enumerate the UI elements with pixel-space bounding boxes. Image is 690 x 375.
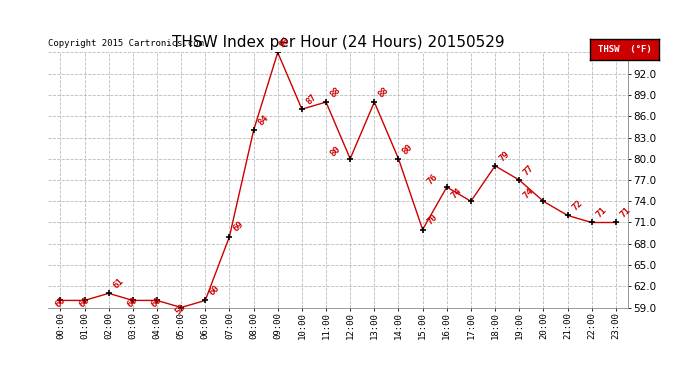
Text: 60: 60 bbox=[53, 295, 67, 309]
Text: 77: 77 bbox=[522, 163, 535, 177]
Text: 71: 71 bbox=[618, 206, 632, 220]
Text: 71: 71 bbox=[594, 206, 608, 220]
Text: 70: 70 bbox=[425, 213, 439, 227]
Text: 76: 76 bbox=[425, 172, 439, 186]
Text: 84: 84 bbox=[256, 114, 270, 128]
Text: 59: 59 bbox=[174, 302, 188, 316]
Text: 80: 80 bbox=[401, 142, 415, 156]
Text: 60: 60 bbox=[126, 295, 139, 309]
Text: 60: 60 bbox=[77, 295, 91, 309]
Text: 88: 88 bbox=[328, 85, 342, 99]
Text: 87: 87 bbox=[304, 92, 318, 106]
Text: 88: 88 bbox=[377, 85, 391, 99]
Text: 60: 60 bbox=[208, 284, 221, 298]
Text: 79: 79 bbox=[497, 149, 511, 163]
Text: 72: 72 bbox=[570, 199, 584, 213]
Text: 69: 69 bbox=[232, 220, 246, 234]
Text: Copyright 2015 Cartronics.com: Copyright 2015 Cartronics.com bbox=[48, 39, 204, 48]
Title: THSW Index per Hour (24 Hours) 20150529: THSW Index per Hour (24 Hours) 20150529 bbox=[172, 35, 504, 50]
Text: 95: 95 bbox=[277, 35, 292, 49]
Text: 61: 61 bbox=[111, 276, 125, 291]
Text: 74: 74 bbox=[522, 187, 535, 201]
Text: THSW  (°F): THSW (°F) bbox=[598, 45, 651, 54]
Text: 74: 74 bbox=[449, 187, 463, 201]
Text: 80: 80 bbox=[328, 144, 342, 158]
Text: 60: 60 bbox=[150, 295, 164, 309]
